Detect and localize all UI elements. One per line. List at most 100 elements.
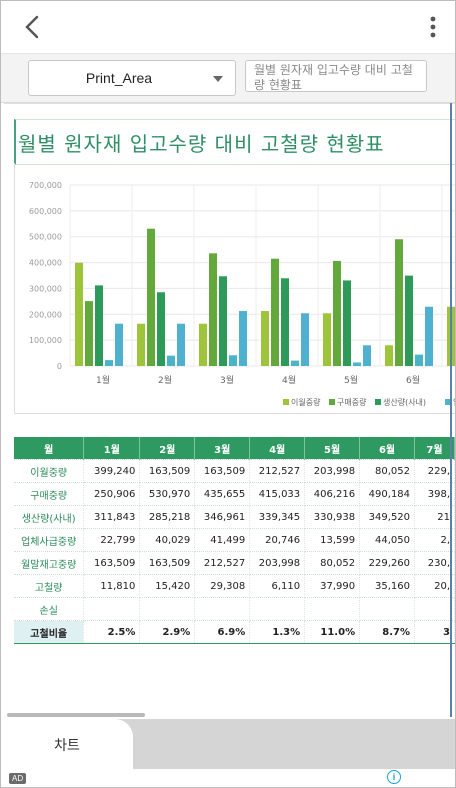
table-cell[interactable]: 13,599	[304, 528, 361, 552]
back-arrow-icon[interactable]	[19, 13, 47, 41]
table-cell[interactable]: 6.9%	[194, 620, 251, 644]
table-cell[interactable]: 11,810	[83, 574, 141, 598]
table-cell[interactable]: 212,527	[249, 459, 306, 483]
table-cell[interactable]: 346,961	[194, 505, 251, 529]
table-cell[interactable]: 399,240	[83, 459, 141, 483]
table-cell[interactable]: 212,527	[194, 551, 251, 575]
table-cell[interactable]	[249, 597, 306, 621]
header-cell[interactable]: 6월	[359, 437, 416, 460]
table-cell[interactable]	[194, 597, 251, 621]
spreadsheet-view[interactable]: 월별 원자재 입고수량 대비 고철량 현황표 0 100,000 200,000 30…	[4, 103, 455, 717]
table-cell[interactable]: 163,509	[194, 459, 251, 483]
row-label[interactable]: 구매중량	[14, 482, 85, 506]
table-cell[interactable]: 349,520	[359, 505, 416, 529]
header-cell[interactable]: 7월	[414, 437, 455, 460]
table-cell[interactable]: 250,906	[83, 482, 141, 506]
table-cell[interactable]: 1.3%	[249, 620, 306, 644]
table-cell[interactable]: 80,052	[359, 459, 416, 483]
legend-swatch	[329, 399, 335, 405]
app-bar	[1, 1, 455, 54]
tab-chart[interactable]: 차트	[1, 719, 133, 769]
bar-3	[157, 292, 165, 366]
y-tick-label: 200,000	[29, 310, 62, 319]
horizontal-scrollbar[interactable]	[7, 713, 145, 717]
row-label[interactable]: 이월중량	[14, 459, 85, 483]
table-cell[interactable]: 6,110	[249, 574, 306, 598]
table-cell[interactable]: 21	[414, 505, 455, 529]
bar-2	[333, 260, 341, 366]
row-label[interactable]: 손실	[14, 597, 85, 621]
table-cell[interactable]: 15,420	[139, 574, 196, 598]
header-cell[interactable]: 월	[14, 437, 85, 460]
row-label[interactable]: 업체사급중량	[14, 528, 85, 552]
table-cell[interactable]	[359, 597, 416, 621]
table-cell[interactable]: 2.5%	[83, 620, 141, 644]
table-cell[interactable]: 8.7%	[359, 620, 416, 644]
table-cell[interactable]: 163,509	[139, 459, 196, 483]
table-cell[interactable]: 40,029	[139, 528, 196, 552]
table-cell[interactable]: 22,799	[83, 528, 141, 552]
table-cell[interactable]: 398,	[414, 482, 455, 506]
table-cell[interactable]: 2,	[414, 528, 455, 552]
table-cell[interactable]: 339,345	[249, 505, 306, 529]
more-vert-icon[interactable]	[423, 15, 443, 39]
table-cell[interactable]: 330,938	[304, 505, 361, 529]
table-cell[interactable]: 415,033	[249, 482, 306, 506]
chevron-down-icon	[213, 76, 223, 82]
header-cell[interactable]: 5월	[304, 437, 361, 460]
legend-swatch	[283, 399, 289, 405]
chart-area[interactable]: 0 100,000 200,000 300,000 400,000 500,000 600,…	[14, 163, 455, 414]
sheet-title-field[interactable]: 월별 원자재 입고수량 대비 고철량 현황표	[245, 60, 427, 92]
bar-3	[405, 275, 413, 366]
bar-5	[301, 313, 309, 366]
table-cell[interactable]: 530,970	[139, 482, 196, 506]
bar-2	[147, 228, 155, 366]
table-cell[interactable]: 203,998	[304, 459, 361, 483]
bar-4	[229, 355, 237, 366]
table-cell[interactable]: 3	[414, 620, 455, 644]
table-cell[interactable]	[414, 597, 455, 621]
table-cell[interactable]: 44,050	[359, 528, 416, 552]
table-cell[interactable]: 490,184	[359, 482, 416, 506]
header-cell[interactable]: 3월	[194, 437, 251, 460]
row-label[interactable]: 생산량(사내)	[14, 505, 85, 529]
row-label[interactable]: 월말재고중량	[14, 551, 85, 575]
table-cell[interactable]	[83, 597, 141, 621]
table-row: 손실	[14, 597, 455, 621]
header-cell[interactable]: 4월	[249, 437, 306, 460]
table-cell[interactable]: 37,990	[304, 574, 361, 598]
table-cell[interactable]: 35,160	[359, 574, 416, 598]
row-label[interactable]: 고철량	[14, 574, 85, 598]
table-cell[interactable]: 11.0%	[304, 620, 361, 644]
info-icon[interactable]: i	[387, 770, 401, 784]
legend-label: 구매중량	[337, 397, 367, 407]
table-cell[interactable]: 20,	[414, 574, 455, 598]
print-range-dropdown[interactable]: Print_Area	[28, 60, 236, 96]
table-cell[interactable]: 41,499	[194, 528, 251, 552]
table-cell[interactable]: 163,509	[83, 551, 141, 575]
table-cell[interactable]: 80,052	[304, 551, 361, 575]
header-cell[interactable]: 2월	[139, 437, 196, 460]
bar-5	[177, 323, 185, 366]
table-cell[interactable]	[139, 597, 196, 621]
table-cell[interactable]: 406,216	[304, 482, 361, 506]
header-cell[interactable]: 1월	[83, 437, 141, 460]
table-cell[interactable]: 285,218	[139, 505, 196, 529]
x-tick-label: 3월	[220, 374, 234, 386]
table-cell[interactable]: 2.9%	[139, 620, 196, 644]
table-cell[interactable]: 230,	[414, 551, 455, 575]
table-cell[interactable]: 163,509	[139, 551, 196, 575]
table-cell[interactable]: 229,260	[359, 551, 416, 575]
table-cell[interactable]	[304, 597, 361, 621]
table-cell[interactable]: 435,655	[194, 482, 251, 506]
table-cell[interactable]: 311,843	[83, 505, 141, 529]
table-cell[interactable]: 229,	[414, 459, 455, 483]
x-tick-label: 2월	[158, 374, 172, 386]
y-tick-label: 600,000	[29, 207, 62, 216]
selection-border	[450, 103, 452, 717]
table-cell[interactable]: 203,998	[249, 551, 306, 575]
row-label[interactable]: 고철비율	[14, 620, 85, 644]
table-cell[interactable]: 20,746	[249, 528, 306, 552]
table-cell[interactable]: 29,308	[194, 574, 251, 598]
